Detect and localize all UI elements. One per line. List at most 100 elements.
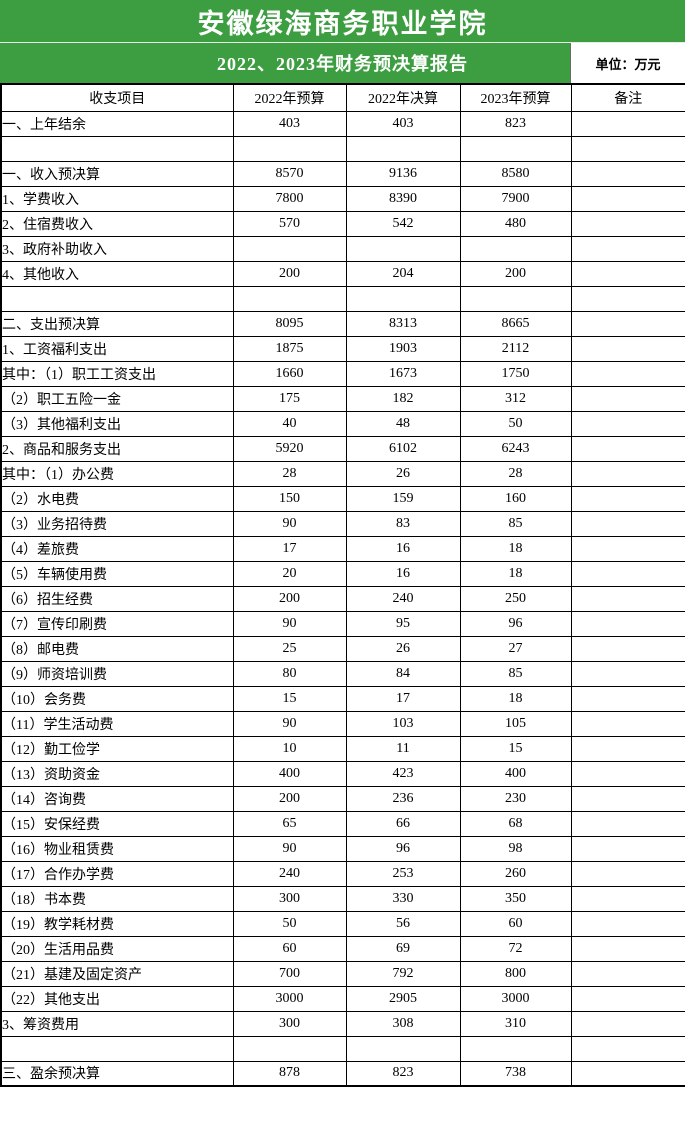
col-header-item[interactable]: 收支项目 xyxy=(0,83,234,112)
value-cell[interactable]: 570 xyxy=(232,210,347,237)
value-cell[interactable]: 700 xyxy=(232,960,347,987)
value-cell[interactable] xyxy=(232,235,347,262)
item-cell[interactable]: 其中：（1）职工工资支出 xyxy=(0,360,234,387)
value-cell[interactable]: 26 xyxy=(345,460,461,487)
value-cell[interactable] xyxy=(345,135,461,162)
value-cell[interactable]: 6243 xyxy=(459,435,572,462)
note-cell[interactable] xyxy=(570,1035,685,1062)
value-cell[interactable]: 69 xyxy=(345,935,461,962)
item-cell[interactable]: （3）其他福利支出 xyxy=(0,410,234,437)
value-cell[interactable]: 542 xyxy=(345,210,461,237)
note-cell[interactable] xyxy=(570,210,685,237)
col-header-notes[interactable]: 备注 xyxy=(570,83,685,112)
value-cell[interactable]: 260 xyxy=(459,860,572,887)
value-cell[interactable]: 18 xyxy=(459,560,572,587)
value-cell[interactable]: 823 xyxy=(345,1060,461,1087)
item-cell[interactable]: 2、商品和服务支出 xyxy=(0,435,234,462)
value-cell[interactable]: 17 xyxy=(232,535,347,562)
value-cell[interactable]: 1673 xyxy=(345,360,461,387)
note-cell[interactable] xyxy=(570,1060,685,1087)
value-cell[interactable]: 182 xyxy=(345,385,461,412)
value-cell[interactable]: 5920 xyxy=(232,435,347,462)
value-cell[interactable]: 159 xyxy=(345,485,461,512)
value-cell[interactable] xyxy=(459,235,572,262)
value-cell[interactable]: 312 xyxy=(459,385,572,412)
value-cell[interactable]: 8313 xyxy=(345,310,461,337)
value-cell[interactable] xyxy=(232,1035,347,1062)
value-cell[interactable]: 80 xyxy=(232,660,347,687)
value-cell[interactable]: 150 xyxy=(232,485,347,512)
note-cell[interactable] xyxy=(570,535,685,562)
note-cell[interactable] xyxy=(570,335,685,362)
note-cell[interactable] xyxy=(570,810,685,837)
item-cell[interactable]: （2）职工五险一金 xyxy=(0,385,234,412)
value-cell[interactable]: 204 xyxy=(345,260,461,287)
value-cell[interactable]: 8095 xyxy=(232,310,347,337)
value-cell[interactable]: 400 xyxy=(459,760,572,787)
value-cell[interactable]: 60 xyxy=(459,910,572,937)
value-cell[interactable]: 90 xyxy=(232,835,347,862)
item-cell[interactable]: 4、其他收入 xyxy=(0,260,234,287)
value-cell[interactable]: 18 xyxy=(459,685,572,712)
note-cell[interactable] xyxy=(570,185,685,212)
value-cell[interactable] xyxy=(459,285,572,312)
value-cell[interactable]: 160 xyxy=(459,485,572,512)
item-cell[interactable]: （8）邮电费 xyxy=(0,635,234,662)
value-cell[interactable]: 480 xyxy=(459,210,572,237)
note-cell[interactable] xyxy=(570,435,685,462)
col-header-2023-budget[interactable]: 2023年预算 xyxy=(459,83,572,112)
note-cell[interactable] xyxy=(570,135,685,162)
item-cell[interactable]: 1、学费收入 xyxy=(0,185,234,212)
value-cell[interactable]: 96 xyxy=(345,835,461,862)
value-cell[interactable]: 60 xyxy=(232,935,347,962)
note-cell[interactable] xyxy=(570,610,685,637)
value-cell[interactable]: 85 xyxy=(459,660,572,687)
value-cell[interactable]: 200 xyxy=(232,785,347,812)
note-cell[interactable] xyxy=(570,385,685,412)
value-cell[interactable]: 9136 xyxy=(345,160,461,187)
value-cell[interactable]: 83 xyxy=(345,510,461,537)
item-cell[interactable] xyxy=(0,1035,234,1062)
value-cell[interactable]: 175 xyxy=(232,385,347,412)
value-cell[interactable]: 8580 xyxy=(459,160,572,187)
note-cell[interactable] xyxy=(570,360,685,387)
value-cell[interactable]: 25 xyxy=(232,635,347,662)
item-cell[interactable] xyxy=(0,285,234,312)
value-cell[interactable]: 98 xyxy=(459,835,572,862)
value-cell[interactable]: 20 xyxy=(232,560,347,587)
note-cell[interactable] xyxy=(570,1010,685,1037)
value-cell[interactable]: 300 xyxy=(232,885,347,912)
value-cell[interactable]: 56 xyxy=(345,910,461,937)
value-cell[interactable]: 300 xyxy=(232,1010,347,1037)
value-cell[interactable]: 200 xyxy=(459,260,572,287)
value-cell[interactable]: 26 xyxy=(345,635,461,662)
value-cell[interactable]: 240 xyxy=(345,585,461,612)
value-cell[interactable]: 200 xyxy=(232,585,347,612)
value-cell[interactable] xyxy=(345,285,461,312)
note-cell[interactable] xyxy=(570,685,685,712)
note-cell[interactable] xyxy=(570,735,685,762)
value-cell[interactable]: 28 xyxy=(459,460,572,487)
note-cell[interactable] xyxy=(570,885,685,912)
value-cell[interactable] xyxy=(459,1035,572,1062)
item-cell[interactable] xyxy=(0,135,234,162)
value-cell[interactable]: 18 xyxy=(459,535,572,562)
value-cell[interactable] xyxy=(345,1035,461,1062)
value-cell[interactable]: 230 xyxy=(459,785,572,812)
col-header-2022-final[interactable]: 2022年决算 xyxy=(345,83,461,112)
value-cell[interactable]: 17 xyxy=(345,685,461,712)
note-cell[interactable] xyxy=(570,260,685,287)
item-cell[interactable]: （22）其他支出 xyxy=(0,985,234,1012)
item-cell[interactable]: （5）车辆使用费 xyxy=(0,560,234,587)
item-cell[interactable]: 3、政府补助收入 xyxy=(0,235,234,262)
value-cell[interactable]: 50 xyxy=(232,910,347,937)
item-cell[interactable]: （21）基建及固定资产 xyxy=(0,960,234,987)
note-cell[interactable] xyxy=(570,635,685,662)
value-cell[interactable]: 240 xyxy=(232,860,347,887)
item-cell[interactable]: （16）物业租赁费 xyxy=(0,835,234,862)
item-cell[interactable]: 1、工资福利支出 xyxy=(0,335,234,362)
note-cell[interactable] xyxy=(570,485,685,512)
value-cell[interactable]: 90 xyxy=(232,610,347,637)
note-cell[interactable] xyxy=(570,785,685,812)
value-cell[interactable]: 72 xyxy=(459,935,572,962)
